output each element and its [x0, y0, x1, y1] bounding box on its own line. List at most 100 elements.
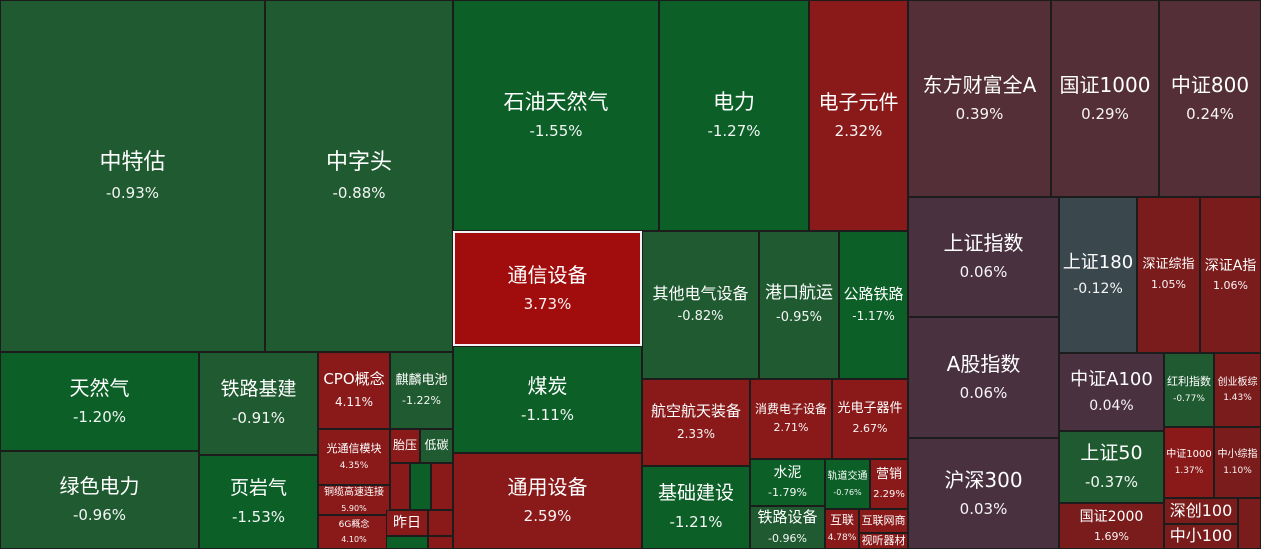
treemap-tile-2[interactable]: 石油天然气 -1.55% [453, 0, 659, 231]
treemap-tile-48[interactable]: 中证1000 1.37% [1164, 427, 1214, 498]
tile-name: 中证A100 [1070, 368, 1153, 390]
tile-change: -1.53% [231, 507, 286, 526]
tile-change: 0.39% [955, 104, 1004, 123]
tile-name: 低碳 [424, 438, 449, 453]
tile-name: CPO概念 [323, 370, 385, 389]
tile-change: -0.77% [1173, 393, 1205, 404]
treemap-filler-tile[interactable] [386, 536, 428, 549]
treemap-tile-28[interactable]: 光通信模块 4.35% [318, 429, 390, 485]
treemap-tile-14[interactable]: 深证综指 1.05% [1137, 197, 1200, 353]
tile-name: 绿色电力 [59, 474, 140, 499]
treemap-tile-47[interactable]: 国证2000 1.69% [1059, 503, 1164, 549]
treemap-tile-45[interactable]: 沪深300 0.03% [908, 438, 1059, 549]
tile-change: 0.06% [959, 383, 1008, 402]
tile-change: 0.06% [959, 263, 1008, 282]
tile-name: 中证800 [1170, 72, 1250, 97]
treemap-tile-24[interactable]: A股指数 0.06% [908, 317, 1059, 438]
treemap-tile-33[interactable]: 昨日 [386, 510, 428, 536]
treemap-tile-37[interactable]: 基础建设 -1.21% [642, 466, 750, 549]
tile-change: -0.96% [72, 506, 127, 525]
treemap-tile-38[interactable]: 水泥 -1.79% [750, 459, 825, 506]
treemap-tile-29[interactable]: 胎压 [390, 429, 420, 463]
treemap-tile-31[interactable]: 铜缆高速连接 5.90% [318, 485, 390, 515]
treemap-tile-35[interactable]: 页岩气 -1.53% [199, 455, 318, 549]
tile-change: -0.88% [332, 184, 386, 203]
treemap-filler-tile[interactable] [1238, 498, 1261, 549]
tile-change: 4.11% [334, 394, 374, 409]
treemap-tile-21[interactable]: 航空航天装备 2.33% [642, 379, 750, 466]
tile-change: 4.78% [827, 533, 857, 544]
treemap-tile-22[interactable]: 消费电子设备 2.71% [750, 379, 832, 459]
tile-change: -0.96% [768, 532, 807, 546]
tile-name: 铁路基建 [220, 378, 297, 401]
treemap-tile-4[interactable]: 电子元件 2.32% [809, 0, 908, 231]
treemap-tile-25[interactable]: 中证A100 0.04% [1059, 353, 1164, 431]
tile-change: 0.29% [1081, 104, 1129, 123]
treemap-tile-42[interactable]: 互联 4.78% [825, 509, 859, 549]
treemap-tile-1[interactable]: 中字头 -0.88% [265, 0, 453, 352]
tile-name: 通信设备 [507, 262, 588, 287]
treemap-tile-39[interactable]: 铁路设备 -0.96% [750, 506, 825, 549]
treemap-tile-51[interactable]: 中小100 [1164, 524, 1238, 549]
tile-name: 上证50 [1080, 441, 1143, 464]
tile-name: 铜缆高速连接 [324, 487, 384, 499]
treemap-tile-30[interactable]: 低碳 [420, 429, 453, 463]
tile-name: 6G概念 [338, 520, 370, 531]
tile-name: 光通信模块 [326, 442, 382, 455]
treemap-filler-tile[interactable] [390, 463, 410, 510]
treemap-tile-16[interactable]: 天然气 -1.20% [0, 352, 199, 451]
tile-change: 1.06% [1213, 278, 1248, 292]
treemap-tile-19[interactable]: 麒麟电池 -1.22% [390, 352, 453, 429]
tile-change: 1.69% [1094, 529, 1129, 543]
treemap-tile-50[interactable]: 深创100 [1164, 498, 1238, 524]
tile-change: -1.27% [707, 122, 761, 141]
treemap-tile-49[interactable]: 中小综指 1.10% [1214, 427, 1261, 498]
treemap-tile-10[interactable]: 港口航运 -0.95% [759, 231, 839, 379]
tile-change: -1.11% [520, 405, 575, 424]
treemap-tile-11[interactable]: 公路铁路 -1.17% [839, 231, 908, 379]
treemap-tile-36[interactable]: 通用设备 2.59% [453, 453, 642, 549]
tile-name: 互联 [829, 513, 854, 528]
treemap-tile-5[interactable]: 东方财富全A 0.39% [908, 0, 1051, 197]
tile-name: 东方财富全A [922, 72, 1037, 97]
treemap-tile-43[interactable]: 互联网商 [859, 509, 908, 533]
tile-name: 深创100 [1169, 500, 1233, 520]
tile-change: 0.24% [1186, 104, 1234, 123]
tile-name: 中特估 [99, 149, 166, 175]
treemap-tile-20[interactable]: 煤炭 -1.11% [453, 346, 642, 453]
treemap-filler-tile[interactable] [428, 536, 453, 549]
treemap-tile-40[interactable]: 轨道交通 -0.76% [825, 459, 870, 509]
treemap-tile-46[interactable]: 上证50 -0.37% [1059, 431, 1164, 503]
treemap-tile-41[interactable]: 营销 2.29% [870, 459, 908, 509]
tile-name: 国证2000 [1079, 508, 1144, 525]
tile-change: 2.29% [873, 488, 905, 500]
tile-name: 视听器材 [861, 533, 906, 547]
treemap-tile-32[interactable]: 6G概念 4.10% [318, 515, 390, 549]
treemap-tile-27[interactable]: 创业板综 1.43% [1214, 353, 1261, 427]
treemap-tile-17[interactable]: 铁路基建 -0.91% [199, 352, 318, 455]
tile-change: -0.37% [1084, 472, 1139, 491]
treemap-filler-tile[interactable] [410, 463, 431, 510]
tile-change: 0.04% [1089, 398, 1134, 415]
treemap-filler-tile[interactable] [431, 463, 453, 510]
treemap-tile-9[interactable]: 其他电气设备 -0.82% [642, 231, 759, 379]
treemap-tile-13[interactable]: 上证180 -0.12% [1059, 197, 1137, 353]
treemap-tile-0[interactable]: 中特估 -0.93% [0, 0, 265, 352]
treemap-tile-8[interactable]: 通信设备 3.73% [453, 231, 642, 346]
tile-name: 深证综指 [1142, 257, 1195, 273]
tile-change: 5.90% [341, 503, 367, 513]
treemap-tile-34[interactable]: 绿色电力 -0.96% [0, 451, 199, 549]
treemap-tile-6[interactable]: 国证1000 0.29% [1051, 0, 1159, 197]
tile-name: 沪深300 [944, 467, 1023, 492]
tile-change: 2.33% [676, 426, 716, 441]
treemap-tile-44[interactable]: 视听器材 [859, 533, 908, 549]
treemap-tile-12[interactable]: 上证指数 0.06% [908, 197, 1059, 317]
treemap-filler-tile[interactable] [428, 510, 453, 536]
treemap-tile-26[interactable]: 红利指数 -0.77% [1164, 353, 1214, 427]
treemap-tile-23[interactable]: 光电子器件 2.67% [832, 379, 908, 459]
treemap-tile-15[interactable]: 深证A指 1.06% [1200, 197, 1261, 353]
treemap-tile-18[interactable]: CPO概念 4.11% [318, 352, 390, 429]
treemap-tile-7[interactable]: 中证800 0.24% [1159, 0, 1261, 197]
treemap-tile-3[interactable]: 电力 -1.27% [659, 0, 809, 231]
